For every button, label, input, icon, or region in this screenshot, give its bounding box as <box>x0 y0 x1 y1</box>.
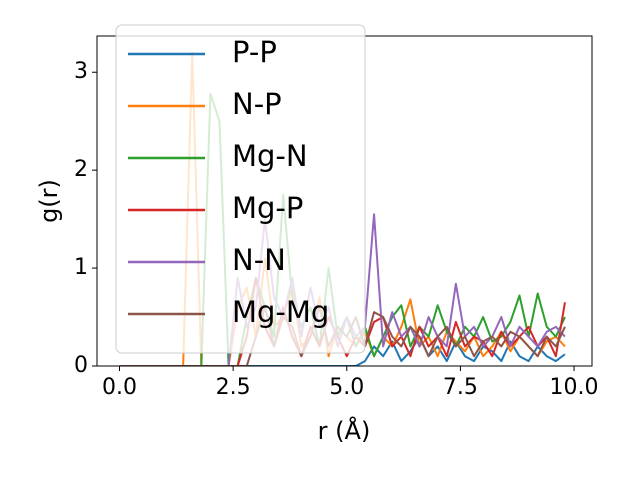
x-tick-label: 10.0 <box>550 375 599 400</box>
legend-label: Mg-Mg <box>232 295 329 329</box>
x-tick-label: 2.5 <box>216 375 251 400</box>
y-tick-label: 1 <box>74 255 88 280</box>
x-tick-label: 0.0 <box>102 375 137 400</box>
x-axis-label: r (Å) <box>318 416 371 445</box>
x-tick-label: 5.0 <box>329 375 364 400</box>
y-axis-label: g(r) <box>35 179 63 223</box>
legend: P-P N-P Mg-N Mg-P N-N Mg-Mg <box>115 24 366 354</box>
series-line <box>119 335 566 366</box>
y-tick-label: 2 <box>74 157 88 182</box>
y-tick-label: 0 <box>74 353 88 378</box>
legend-label: Mg-N <box>232 139 308 173</box>
legend-label: N-P <box>232 87 282 121</box>
legend-label: N-N <box>232 243 286 277</box>
legend-label: P-P <box>232 35 277 69</box>
legend-label: Mg-P <box>232 191 303 225</box>
x-tick-label: 7.5 <box>443 375 478 400</box>
y-tick-label: 3 <box>74 59 88 84</box>
